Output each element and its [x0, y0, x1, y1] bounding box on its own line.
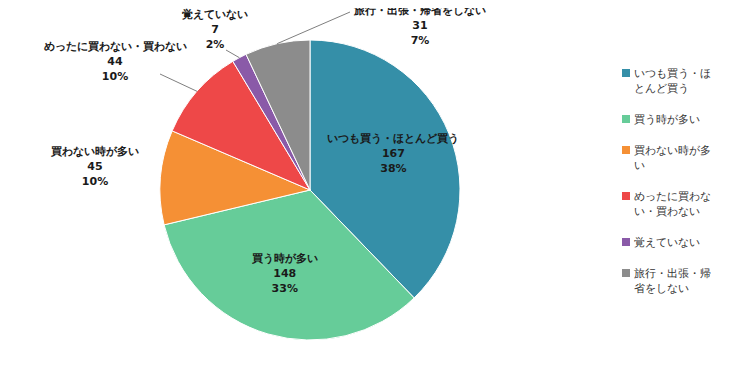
- html-text:いつも買う・ほとんど買う: いつも買う・ほとんど買う: [634, 67, 711, 95]
- html-text:めったに買わない・買わない: めったに買わない・買わない: [634, 190, 711, 218]
- html-text:旅行・出張・帰省をしない: 旅行・出張・帰省をしない: [634, 267, 711, 295]
- html-text:買わない時が多い: 買わない時が多い: [634, 144, 711, 172]
- svg-text:めったに買わない・買わない4410%: めったに買わない・買わない4410%: [44, 40, 187, 83]
- svg-text:覚えていない72%: 覚えていない72%: [182, 8, 248, 51]
- svg-text:買う時が多い14833%: 買う時が多い14833%: [251, 252, 318, 295]
- html-text:買う時が多い: 買う時が多い: [634, 113, 700, 126]
- svg-text:買わない時が多い4510%: 買わない時が多い4510%: [50, 145, 139, 188]
- svg-text:いつも買う・ほとんど買う16738%: いつも買う・ほとんど買う16738%: [327, 132, 459, 175]
- html-text:覚えていない: 覚えていない: [634, 236, 700, 249]
- svg-text:旅行・出張・帰省をしない317%: 旅行・出張・帰省をしない317%: [353, 8, 486, 47]
